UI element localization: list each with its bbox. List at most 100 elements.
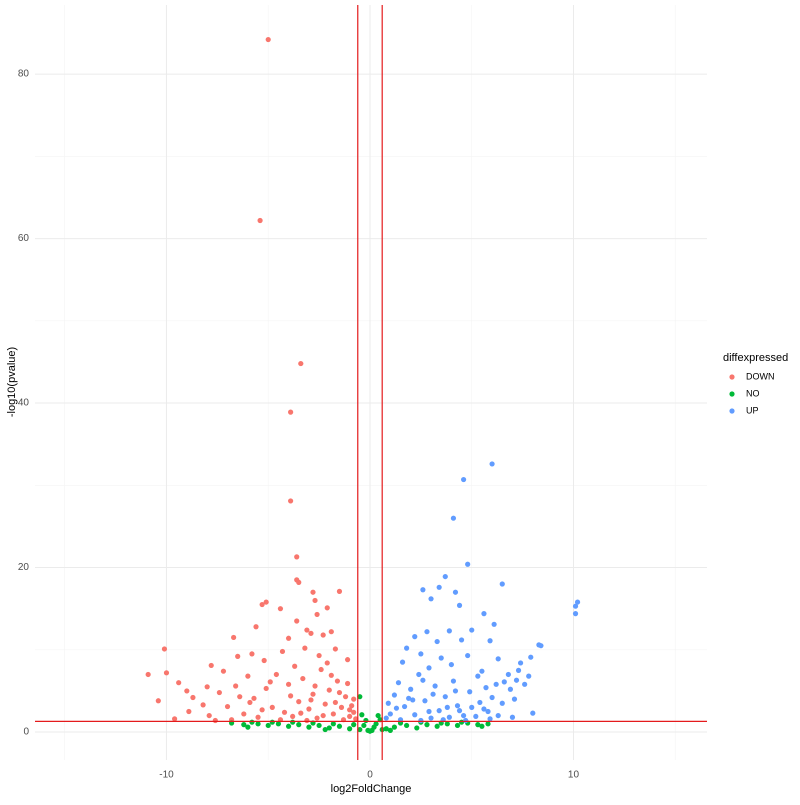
point: [572, 603, 579, 609]
point: [296, 722, 302, 728]
point: [288, 498, 294, 504]
point: [430, 691, 436, 697]
point: [495, 656, 501, 662]
point: [249, 651, 255, 657]
point: [454, 722, 461, 729]
point: [491, 621, 497, 627]
point: [428, 596, 434, 602]
point: [465, 652, 471, 659]
point: [306, 724, 312, 730]
point: [404, 722, 410, 729]
point: [312, 683, 318, 689]
point: [336, 689, 343, 696]
point: [509, 714, 516, 720]
point: [290, 719, 296, 725]
point: [332, 699, 338, 706]
point: [163, 670, 170, 676]
point: [574, 599, 581, 605]
point: [304, 717, 310, 724]
y-axis-title: -log10(pvalue): [6, 347, 18, 417]
point: [530, 710, 536, 716]
point: [477, 699, 483, 706]
point: [432, 683, 438, 689]
point: [235, 653, 241, 659]
x-tick-label: 10: [568, 770, 580, 781]
point: [418, 717, 424, 724]
point: [469, 704, 475, 710]
point: [383, 715, 389, 721]
point: [485, 708, 491, 715]
point: [572, 611, 579, 617]
legend-label: UP: [746, 405, 759, 415]
point: [281, 709, 288, 715]
point: [465, 561, 471, 567]
point: [216, 689, 222, 696]
point: [361, 722, 367, 729]
point: [298, 710, 304, 716]
point: [436, 584, 442, 590]
point: [454, 703, 461, 709]
point: [357, 694, 363, 700]
point: [391, 692, 398, 698]
point: [499, 700, 505, 706]
point: [285, 681, 292, 687]
point: [446, 628, 452, 634]
point: [261, 657, 267, 664]
point: [475, 722, 481, 728]
point: [489, 461, 495, 467]
point: [300, 675, 306, 682]
point: [479, 723, 485, 729]
point: [493, 681, 499, 687]
point: [279, 648, 286, 655]
point: [452, 589, 459, 595]
point: [269, 704, 275, 710]
point: [452, 688, 459, 694]
point: [353, 716, 359, 722]
point: [320, 712, 326, 719]
x-axis-title: log2FoldChange: [331, 783, 412, 795]
point: [404, 645, 410, 651]
legend-key: [729, 391, 735, 397]
legend-label: NO: [746, 388, 760, 398]
point: [324, 605, 330, 611]
point: [298, 360, 304, 367]
point: [257, 217, 263, 224]
point: [308, 697, 314, 703]
point: [316, 722, 322, 729]
point: [237, 694, 243, 700]
point: [318, 666, 324, 673]
point: [391, 724, 398, 730]
point: [375, 712, 381, 719]
point: [473, 713, 479, 720]
point: [347, 707, 353, 713]
point: [233, 683, 239, 689]
point: [469, 627, 475, 633]
point: [511, 696, 518, 702]
point: [481, 611, 487, 617]
point: [328, 672, 334, 678]
point: [522, 681, 528, 687]
point: [489, 694, 495, 701]
point: [456, 602, 463, 608]
point: [507, 686, 514, 692]
point: [253, 624, 259, 630]
point: [426, 708, 432, 715]
point: [357, 726, 363, 733]
point: [288, 409, 294, 415]
point: [385, 700, 391, 706]
point: [536, 642, 542, 648]
point: [296, 699, 302, 705]
point: [424, 722, 430, 728]
point: [290, 713, 296, 720]
legend-key: [729, 374, 735, 380]
point: [332, 646, 338, 652]
point: [438, 655, 444, 661]
point: [501, 679, 507, 685]
x-tick-label: -10: [159, 770, 174, 781]
point: [418, 651, 424, 657]
point: [285, 635, 292, 641]
point: [495, 712, 501, 719]
point: [241, 711, 247, 717]
point: [265, 36, 271, 43]
